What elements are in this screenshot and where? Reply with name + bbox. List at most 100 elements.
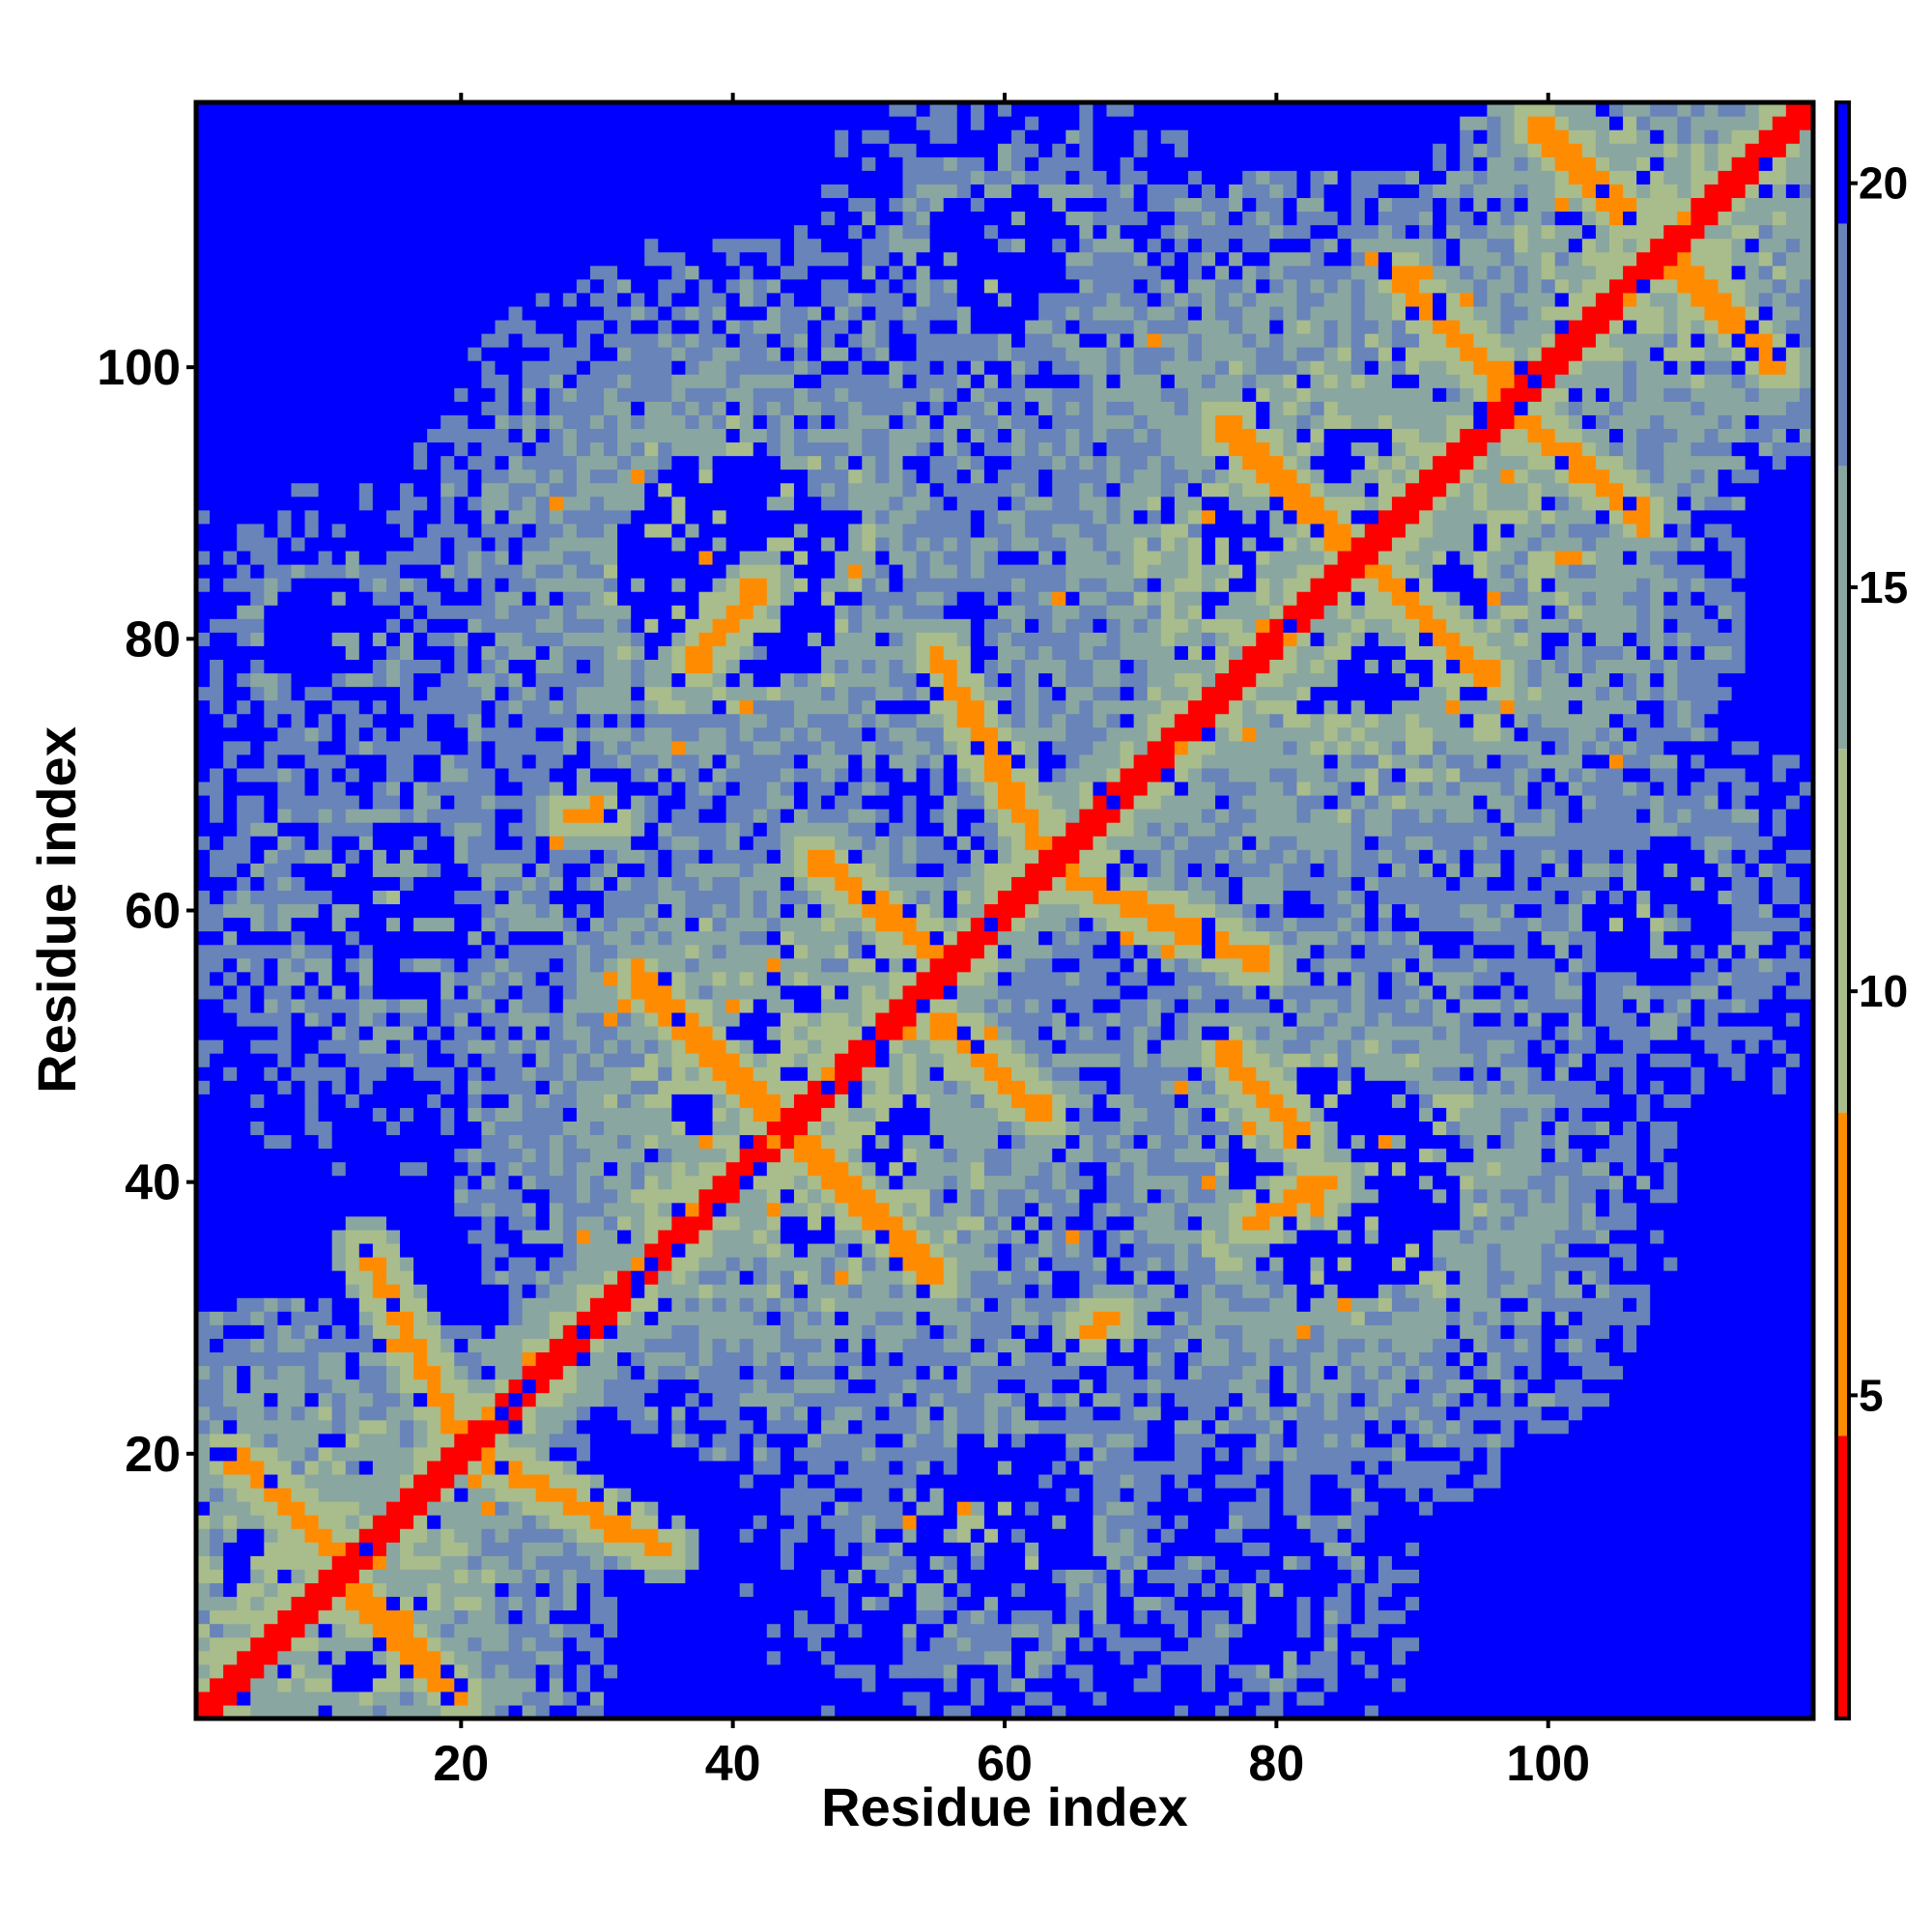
heatmap-cell bbox=[318, 1623, 333, 1638]
heatmap-cell bbox=[753, 1039, 768, 1054]
heatmap-cell bbox=[589, 632, 605, 646]
heatmap-cell bbox=[210, 1053, 224, 1067]
heatmap-cell bbox=[331, 672, 347, 688]
heatmap-cell bbox=[481, 1378, 497, 1394]
heatmap-cell bbox=[400, 632, 414, 646]
heatmap-cell bbox=[712, 1704, 727, 1719]
heatmap-cell bbox=[698, 903, 714, 919]
heatmap-cell bbox=[481, 726, 497, 742]
heatmap-cell bbox=[345, 360, 360, 375]
heatmap-cell bbox=[385, 1515, 401, 1529]
heatmap-cell bbox=[385, 699, 401, 715]
heatmap-cell bbox=[440, 550, 455, 565]
heatmap-cell bbox=[535, 876, 551, 892]
heatmap-cell bbox=[210, 605, 224, 619]
heatmap-cell bbox=[372, 1542, 387, 1556]
heatmap-cell bbox=[345, 265, 360, 280]
heatmap-cell bbox=[617, 265, 632, 280]
heatmap-cell bbox=[413, 1704, 428, 1719]
heatmap-cell bbox=[250, 143, 265, 157]
heatmap-cell bbox=[291, 1134, 306, 1150]
heatmap-cell bbox=[644, 550, 659, 565]
heatmap-cell bbox=[644, 536, 659, 552]
heatmap-cell bbox=[753, 1161, 768, 1177]
heatmap-cell bbox=[644, 496, 659, 511]
heatmap-cell bbox=[522, 251, 537, 267]
heatmap-cell bbox=[589, 1582, 605, 1598]
heatmap-cell bbox=[413, 401, 428, 415]
heatmap-cell bbox=[358, 550, 374, 565]
heatmap-cell bbox=[712, 605, 727, 619]
heatmap-cell bbox=[440, 1650, 455, 1665]
heatmap-cell bbox=[277, 957, 293, 973]
heatmap-cell bbox=[671, 278, 687, 294]
heatmap-cell bbox=[468, 1297, 483, 1312]
heatmap-cell bbox=[671, 971, 687, 986]
heatmap-cell bbox=[318, 333, 333, 348]
heatmap-cell bbox=[223, 1488, 238, 1502]
heatmap-cell bbox=[196, 224, 211, 240]
heatmap-cell bbox=[631, 726, 645, 742]
heatmap-cell bbox=[223, 1677, 238, 1692]
heatmap-cell bbox=[739, 184, 754, 199]
heatmap-cell bbox=[304, 1202, 320, 1217]
heatmap-cell bbox=[250, 1378, 265, 1394]
heatmap-cell bbox=[468, 1175, 483, 1190]
heatmap-cell bbox=[196, 1338, 211, 1353]
heatmap-cell bbox=[400, 170, 414, 185]
heatmap-cell bbox=[495, 1582, 510, 1598]
heatmap-cell bbox=[522, 1229, 537, 1244]
heatmap-cell bbox=[644, 1460, 659, 1475]
heatmap-cell bbox=[440, 1080, 455, 1094]
heatmap-cell bbox=[372, 1080, 387, 1094]
heatmap-cell bbox=[671, 414, 687, 430]
heatmap-cell bbox=[345, 319, 360, 334]
heatmap-cell bbox=[522, 1663, 537, 1679]
heatmap-cell bbox=[345, 1623, 360, 1638]
heatmap-cell bbox=[372, 591, 387, 606]
heatmap-cell bbox=[658, 1175, 672, 1190]
heatmap-cell bbox=[549, 767, 564, 782]
heatmap-cell bbox=[549, 1650, 564, 1665]
heatmap-cell bbox=[617, 347, 632, 361]
heatmap-cell bbox=[372, 360, 387, 375]
heatmap-cell bbox=[440, 156, 455, 171]
heatmap-cell bbox=[223, 1229, 238, 1244]
heatmap-cell bbox=[495, 1229, 510, 1244]
heatmap-cell bbox=[304, 1690, 320, 1706]
heatmap-cell bbox=[658, 686, 672, 701]
heatmap-cell bbox=[277, 781, 293, 796]
heatmap-cell bbox=[522, 1555, 537, 1570]
heatmap-cell bbox=[604, 713, 618, 728]
heatmap-cell bbox=[250, 1555, 265, 1570]
heatmap-cell bbox=[237, 1473, 251, 1489]
heatmap-cell bbox=[671, 523, 687, 538]
heatmap-cell bbox=[385, 564, 401, 579]
heatmap-cell bbox=[562, 1690, 578, 1706]
heatmap-cell bbox=[237, 930, 251, 946]
heatmap-cell bbox=[304, 211, 320, 226]
heatmap-cell bbox=[549, 903, 564, 919]
heatmap-cell bbox=[318, 441, 333, 457]
heatmap-cell bbox=[698, 401, 714, 415]
heatmap-cell bbox=[345, 1202, 360, 1217]
heatmap-cell bbox=[237, 305, 251, 321]
heatmap-cell bbox=[385, 672, 401, 688]
heatmap-cell bbox=[250, 659, 265, 674]
heatmap-cell bbox=[372, 455, 387, 470]
heatmap-cell bbox=[413, 795, 428, 810]
heatmap-cell bbox=[671, 455, 687, 470]
heatmap-cell bbox=[413, 482, 428, 497]
heatmap-cell bbox=[318, 822, 333, 837]
heatmap-cell bbox=[345, 1542, 360, 1556]
heatmap-cell bbox=[196, 1297, 211, 1312]
heatmap-cell bbox=[589, 1175, 605, 1190]
heatmap-cell bbox=[264, 984, 279, 1000]
heatmap-cell bbox=[358, 618, 374, 633]
heatmap-cell bbox=[318, 224, 333, 240]
heatmap-cell bbox=[196, 428, 211, 443]
heatmap-cell bbox=[372, 1121, 387, 1136]
heatmap-cell bbox=[331, 564, 347, 579]
heatmap-cell bbox=[481, 1011, 497, 1027]
heatmap-cell bbox=[644, 1351, 659, 1367]
